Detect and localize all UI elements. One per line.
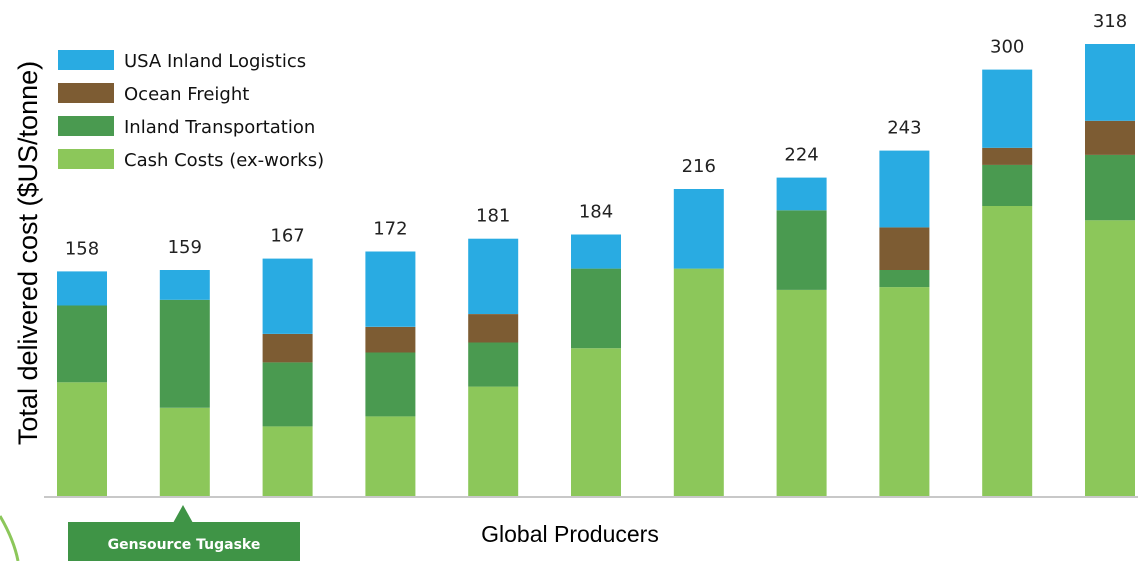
total-label-4: 172 xyxy=(373,219,407,240)
bar-segment-cash-costs-ex-works-2 xyxy=(159,407,210,496)
legend-label-usa-inland-logistics: USA Inland Logistics xyxy=(124,51,306,72)
legend-swatch-cash-costs xyxy=(58,149,114,169)
bar-segment-usa-inland-logistics-7 xyxy=(673,189,724,269)
bar-segment-ocean-freight-5 xyxy=(468,314,519,343)
total-label-1: 158 xyxy=(65,238,99,259)
total-label-5: 181 xyxy=(476,206,510,227)
bar-segment-cash-costs-ex-works-4 xyxy=(365,416,416,496)
bar-segment-cash-costs-ex-works-3 xyxy=(262,426,313,496)
callout-label: Gensource Tugaske xyxy=(108,537,261,553)
callout-box xyxy=(68,522,300,561)
decorative-green-arc xyxy=(0,515,20,561)
bar-segment-cash-costs-ex-works-7 xyxy=(673,268,724,496)
bar-segment-usa-inland-logistics-3 xyxy=(262,258,313,334)
bar-segment-usa-inland-logistics-1 xyxy=(57,271,107,306)
legend-swatch-inland-transportation xyxy=(58,116,114,136)
bar-segment-usa-inland-logistics-6 xyxy=(571,234,621,269)
bar-segment-usa-inland-logistics-2 xyxy=(159,270,210,300)
bar-segment-inland-transportation-2 xyxy=(159,299,210,408)
bar-segment-inland-transportation-3 xyxy=(262,362,313,427)
bars-layer xyxy=(57,44,1135,497)
x-axis-label: Global Producers xyxy=(481,521,659,547)
bar-segment-usa-inland-logistics-10 xyxy=(982,69,1033,148)
bar-segment-usa-inland-logistics-5 xyxy=(468,238,519,314)
gensource-callout: Gensource Tugaske xyxy=(68,505,300,561)
bar-segment-inland-transportation-8 xyxy=(776,210,827,290)
y-axis-label: Total delivered cost ($US/tonne) xyxy=(13,61,43,445)
total-label-3: 167 xyxy=(270,226,304,247)
bar-segment-ocean-freight-11 xyxy=(1085,120,1135,155)
total-label-10: 300 xyxy=(990,37,1024,58)
bar-segment-ocean-freight-10 xyxy=(982,147,1033,165)
bar-segment-cash-costs-ex-works-6 xyxy=(571,348,621,496)
legend-label-ocean-freight: Ocean Freight xyxy=(124,84,249,105)
bar-segment-inland-transportation-11 xyxy=(1085,154,1135,221)
total-labels: 158 159 167 172 181 184 216 224 243 300 318 xyxy=(65,11,1127,259)
total-label-8: 224 xyxy=(784,145,818,166)
bar-segment-ocean-freight-4 xyxy=(365,326,416,353)
bar-segment-cash-costs-ex-works-1 xyxy=(57,382,107,496)
bar-segment-cash-costs-ex-works-8 xyxy=(776,289,827,496)
bar-segment-inland-transportation-6 xyxy=(571,268,621,349)
bar-segment-cash-costs-ex-works-5 xyxy=(468,386,519,496)
total-label-7: 216 xyxy=(682,156,716,177)
bar-segment-cash-costs-ex-works-9 xyxy=(879,287,930,496)
bar-segment-inland-transportation-9 xyxy=(879,270,930,288)
bar-segment-usa-inland-logistics-11 xyxy=(1085,44,1135,121)
legend-swatch-usa-inland-logistics xyxy=(58,50,114,70)
bar-segment-ocean-freight-9 xyxy=(879,227,930,270)
bar-segment-usa-inland-logistics-9 xyxy=(879,150,930,228)
bar-segment-cash-costs-ex-works-11 xyxy=(1085,220,1135,497)
bar-segment-inland-transportation-10 xyxy=(982,164,1033,206)
bar-segment-inland-transportation-4 xyxy=(365,352,416,417)
legend: USA Inland Logistics Ocean Freight Inlan… xyxy=(58,50,324,171)
bar-segment-cash-costs-ex-works-10 xyxy=(982,206,1033,496)
legend-label-inland-transportation: Inland Transportation xyxy=(124,117,315,138)
bar-segment-usa-inland-logistics-8 xyxy=(776,177,827,211)
legend-swatch-ocean-freight xyxy=(58,83,114,103)
legend-label-cash-costs: Cash Costs (ex-works) xyxy=(124,150,324,171)
callout-pointer xyxy=(173,505,193,523)
total-label-9: 243 xyxy=(887,118,921,139)
bar-segment-inland-transportation-5 xyxy=(468,342,519,387)
total-label-6: 184 xyxy=(579,202,613,223)
total-label-2: 159 xyxy=(168,237,202,258)
bar-segment-ocean-freight-3 xyxy=(262,334,313,363)
bar-segment-inland-transportation-1 xyxy=(57,305,107,383)
total-label-11: 318 xyxy=(1093,11,1127,32)
bar-segment-usa-inland-logistics-4 xyxy=(365,251,416,327)
